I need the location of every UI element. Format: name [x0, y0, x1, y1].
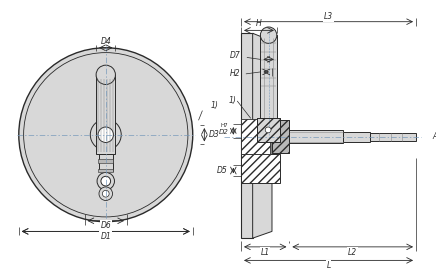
Bar: [241, 119, 270, 154]
Bar: [98, 169, 113, 172]
Text: D1: D1: [100, 232, 111, 241]
Bar: [370, 133, 416, 141]
Bar: [241, 33, 252, 238]
Text: D4: D4: [100, 37, 111, 46]
Text: 1): 1): [228, 97, 236, 105]
Circle shape: [102, 190, 109, 197]
Text: H7: H7: [221, 123, 228, 128]
Bar: [260, 35, 277, 125]
Circle shape: [97, 172, 115, 190]
Bar: [99, 154, 112, 172]
Text: 1): 1): [210, 101, 218, 110]
Circle shape: [101, 176, 111, 186]
Circle shape: [96, 65, 116, 84]
Polygon shape: [252, 33, 272, 238]
Bar: [272, 120, 290, 153]
Bar: [96, 75, 116, 154]
Text: D7: D7: [230, 51, 241, 60]
Bar: [290, 130, 343, 144]
Bar: [343, 132, 370, 142]
Text: A: A: [433, 132, 436, 141]
Text: L: L: [327, 261, 330, 270]
Bar: [272, 120, 290, 153]
Circle shape: [99, 187, 112, 200]
Circle shape: [19, 48, 193, 222]
Text: L2: L2: [348, 248, 357, 257]
Circle shape: [260, 27, 277, 43]
Text: L1: L1: [261, 248, 270, 257]
Circle shape: [265, 127, 271, 133]
Text: D2: D2: [218, 129, 228, 135]
Bar: [256, 118, 280, 142]
Text: H2: H2: [230, 69, 241, 78]
Circle shape: [90, 119, 121, 150]
Bar: [241, 154, 280, 183]
Text: D5: D5: [217, 166, 228, 175]
Text: H: H: [256, 19, 262, 28]
Text: L3: L3: [324, 12, 333, 21]
Text: D1: D1: [100, 232, 111, 241]
Bar: [98, 159, 113, 163]
Bar: [256, 118, 280, 142]
Text: D6: D6: [100, 221, 111, 230]
Circle shape: [98, 127, 113, 142]
Text: D3: D3: [209, 130, 220, 139]
